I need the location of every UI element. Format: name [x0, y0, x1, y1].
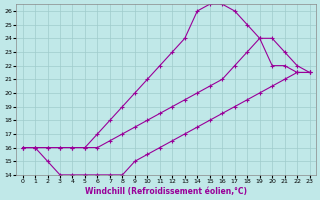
- X-axis label: Windchill (Refroidissement éolien,°C): Windchill (Refroidissement éolien,°C): [85, 187, 247, 196]
